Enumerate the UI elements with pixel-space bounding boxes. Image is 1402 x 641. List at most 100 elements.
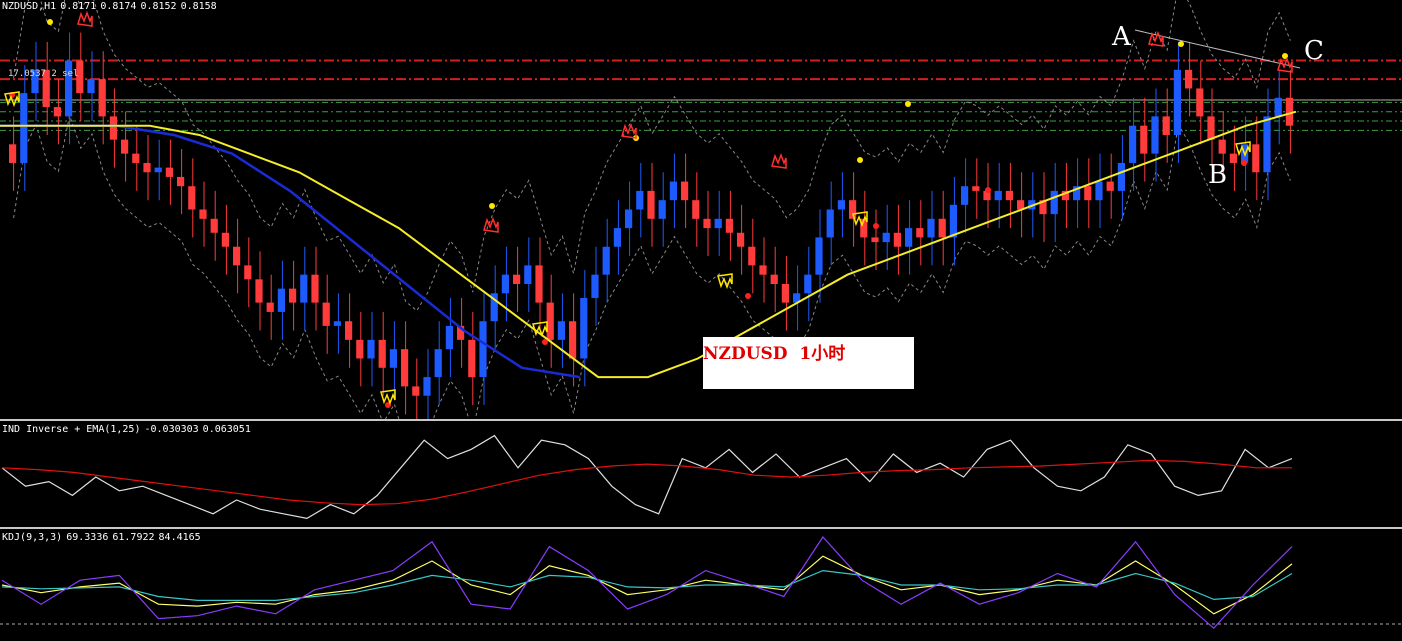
candle-body bbox=[882, 232, 890, 243]
candle-body bbox=[356, 339, 364, 359]
candle-body bbox=[793, 293, 801, 303]
candle-body bbox=[636, 190, 644, 210]
candle-body bbox=[322, 302, 330, 326]
pane-separator[interactable] bbox=[0, 419, 1402, 421]
candle-body bbox=[53, 107, 61, 117]
candle-body bbox=[1263, 116, 1271, 173]
candle-body bbox=[949, 204, 957, 238]
candle-body bbox=[759, 265, 767, 275]
buy-dot bbox=[1282, 53, 1288, 59]
candle-body bbox=[165, 167, 173, 177]
lower-band bbox=[13, 113, 1291, 419]
candle-body bbox=[714, 218, 722, 229]
candle-body bbox=[490, 293, 498, 322]
kdj-pane[interactable]: KDJ(9,3,3) 69.3336 61.7922 84.4165 bbox=[0, 531, 1402, 641]
price-chart-pane[interactable]: NZDUSD,H1 0.8171 0.8174 0.8152 0.8158 17.053… bbox=[0, 0, 1402, 419]
candle-body bbox=[1140, 125, 1148, 154]
candle-body bbox=[972, 186, 980, 191]
hand-down-icon bbox=[1148, 30, 1164, 47]
kdj-j-line bbox=[1, 536, 1293, 630]
candle-body bbox=[1196, 88, 1204, 117]
candle-body bbox=[1050, 190, 1058, 215]
candle-body bbox=[748, 246, 756, 266]
kdj-d-line bbox=[1, 569, 1293, 601]
hand-down-icon bbox=[771, 152, 787, 169]
note-box: NZDUSD 1小时 bbox=[703, 337, 914, 389]
candle-body bbox=[378, 339, 386, 368]
kdj-name: KDJ(9,3,3) bbox=[2, 532, 63, 543]
sell-dot bbox=[873, 223, 879, 229]
candle-body bbox=[703, 218, 711, 229]
candle-body bbox=[513, 274, 521, 284]
candle-body bbox=[1017, 200, 1025, 210]
candle-body bbox=[266, 302, 274, 312]
candle-body bbox=[916, 228, 924, 238]
sell-dot bbox=[985, 187, 991, 193]
candle-body bbox=[345, 321, 353, 340]
hand-up-icon bbox=[4, 91, 20, 108]
kdj-svg bbox=[0, 536, 1402, 630]
hand-down-icon bbox=[77, 10, 93, 27]
candle-body bbox=[1073, 186, 1081, 201]
candle-body bbox=[1162, 116, 1170, 136]
sell-dot bbox=[1241, 160, 1247, 166]
buy-dot bbox=[1178, 41, 1184, 47]
candle-body bbox=[98, 79, 106, 117]
candle-body bbox=[905, 228, 913, 247]
low-value: 0.8152 bbox=[140, 1, 177, 12]
sell-dot bbox=[745, 293, 751, 299]
buy-dot bbox=[905, 101, 911, 107]
candle-body bbox=[177, 176, 185, 187]
candle-body bbox=[927, 218, 935, 238]
candle-body bbox=[445, 325, 453, 350]
candle-body bbox=[109, 116, 117, 140]
candle-body bbox=[860, 218, 868, 238]
candle-body bbox=[1185, 69, 1193, 89]
candle-body bbox=[311, 274, 319, 303]
candle-body bbox=[770, 274, 778, 284]
close-value: 0.8158 bbox=[180, 1, 217, 12]
price-chart-title: NZDUSD,H1 0.8171 0.8174 0.8152 0.8158 bbox=[2, 1, 221, 12]
ind-inverse-pane[interactable]: IND Inverse + EMA(1,25) -0.030303 0.063051 bbox=[0, 423, 1402, 527]
candle-body bbox=[1229, 153, 1237, 163]
candle-body bbox=[781, 283, 789, 303]
candle-body bbox=[300, 274, 308, 303]
buy-dot bbox=[489, 203, 495, 209]
candle-body bbox=[42, 69, 50, 108]
candle-body bbox=[1039, 200, 1047, 215]
hand-down-icon bbox=[483, 216, 499, 233]
hand-up-icon bbox=[717, 273, 733, 290]
candle-body bbox=[737, 232, 745, 247]
candle-body bbox=[1129, 125, 1137, 163]
candle-body bbox=[65, 60, 73, 117]
candle-body bbox=[1084, 186, 1092, 201]
candle-body bbox=[1151, 116, 1159, 154]
candle-body bbox=[1285, 97, 1293, 126]
candle-body bbox=[333, 321, 341, 326]
price-chart-svg bbox=[0, 0, 1402, 419]
candle-body bbox=[501, 274, 509, 294]
ind-name: IND Inverse + EMA(1,25) bbox=[2, 424, 141, 435]
candle-body bbox=[557, 321, 565, 340]
pane-separator[interactable] bbox=[0, 527, 1402, 529]
symbol-label: NZDUSD,H1 bbox=[2, 1, 57, 12]
candle-body bbox=[546, 302, 554, 340]
hand-down-icon bbox=[1277, 56, 1293, 73]
candle-body bbox=[837, 200, 845, 210]
candle-body bbox=[569, 321, 577, 359]
candle-body bbox=[826, 209, 834, 238]
candle-body bbox=[1061, 190, 1069, 201]
candle-body bbox=[9, 144, 17, 163]
candle-body bbox=[804, 274, 812, 294]
candle-body bbox=[199, 209, 207, 219]
candle-body bbox=[468, 339, 476, 378]
candle-body bbox=[233, 246, 241, 266]
candle-body bbox=[625, 209, 633, 229]
ma-slow-line bbox=[0, 124, 581, 379]
candle-body bbox=[1252, 144, 1260, 173]
candle-body bbox=[961, 186, 969, 205]
candle-body bbox=[289, 288, 297, 303]
point-a-label: A bbox=[1112, 22, 1131, 52]
candle-body bbox=[434, 349, 442, 378]
kdj-d-value: 61.7922 bbox=[112, 532, 155, 543]
